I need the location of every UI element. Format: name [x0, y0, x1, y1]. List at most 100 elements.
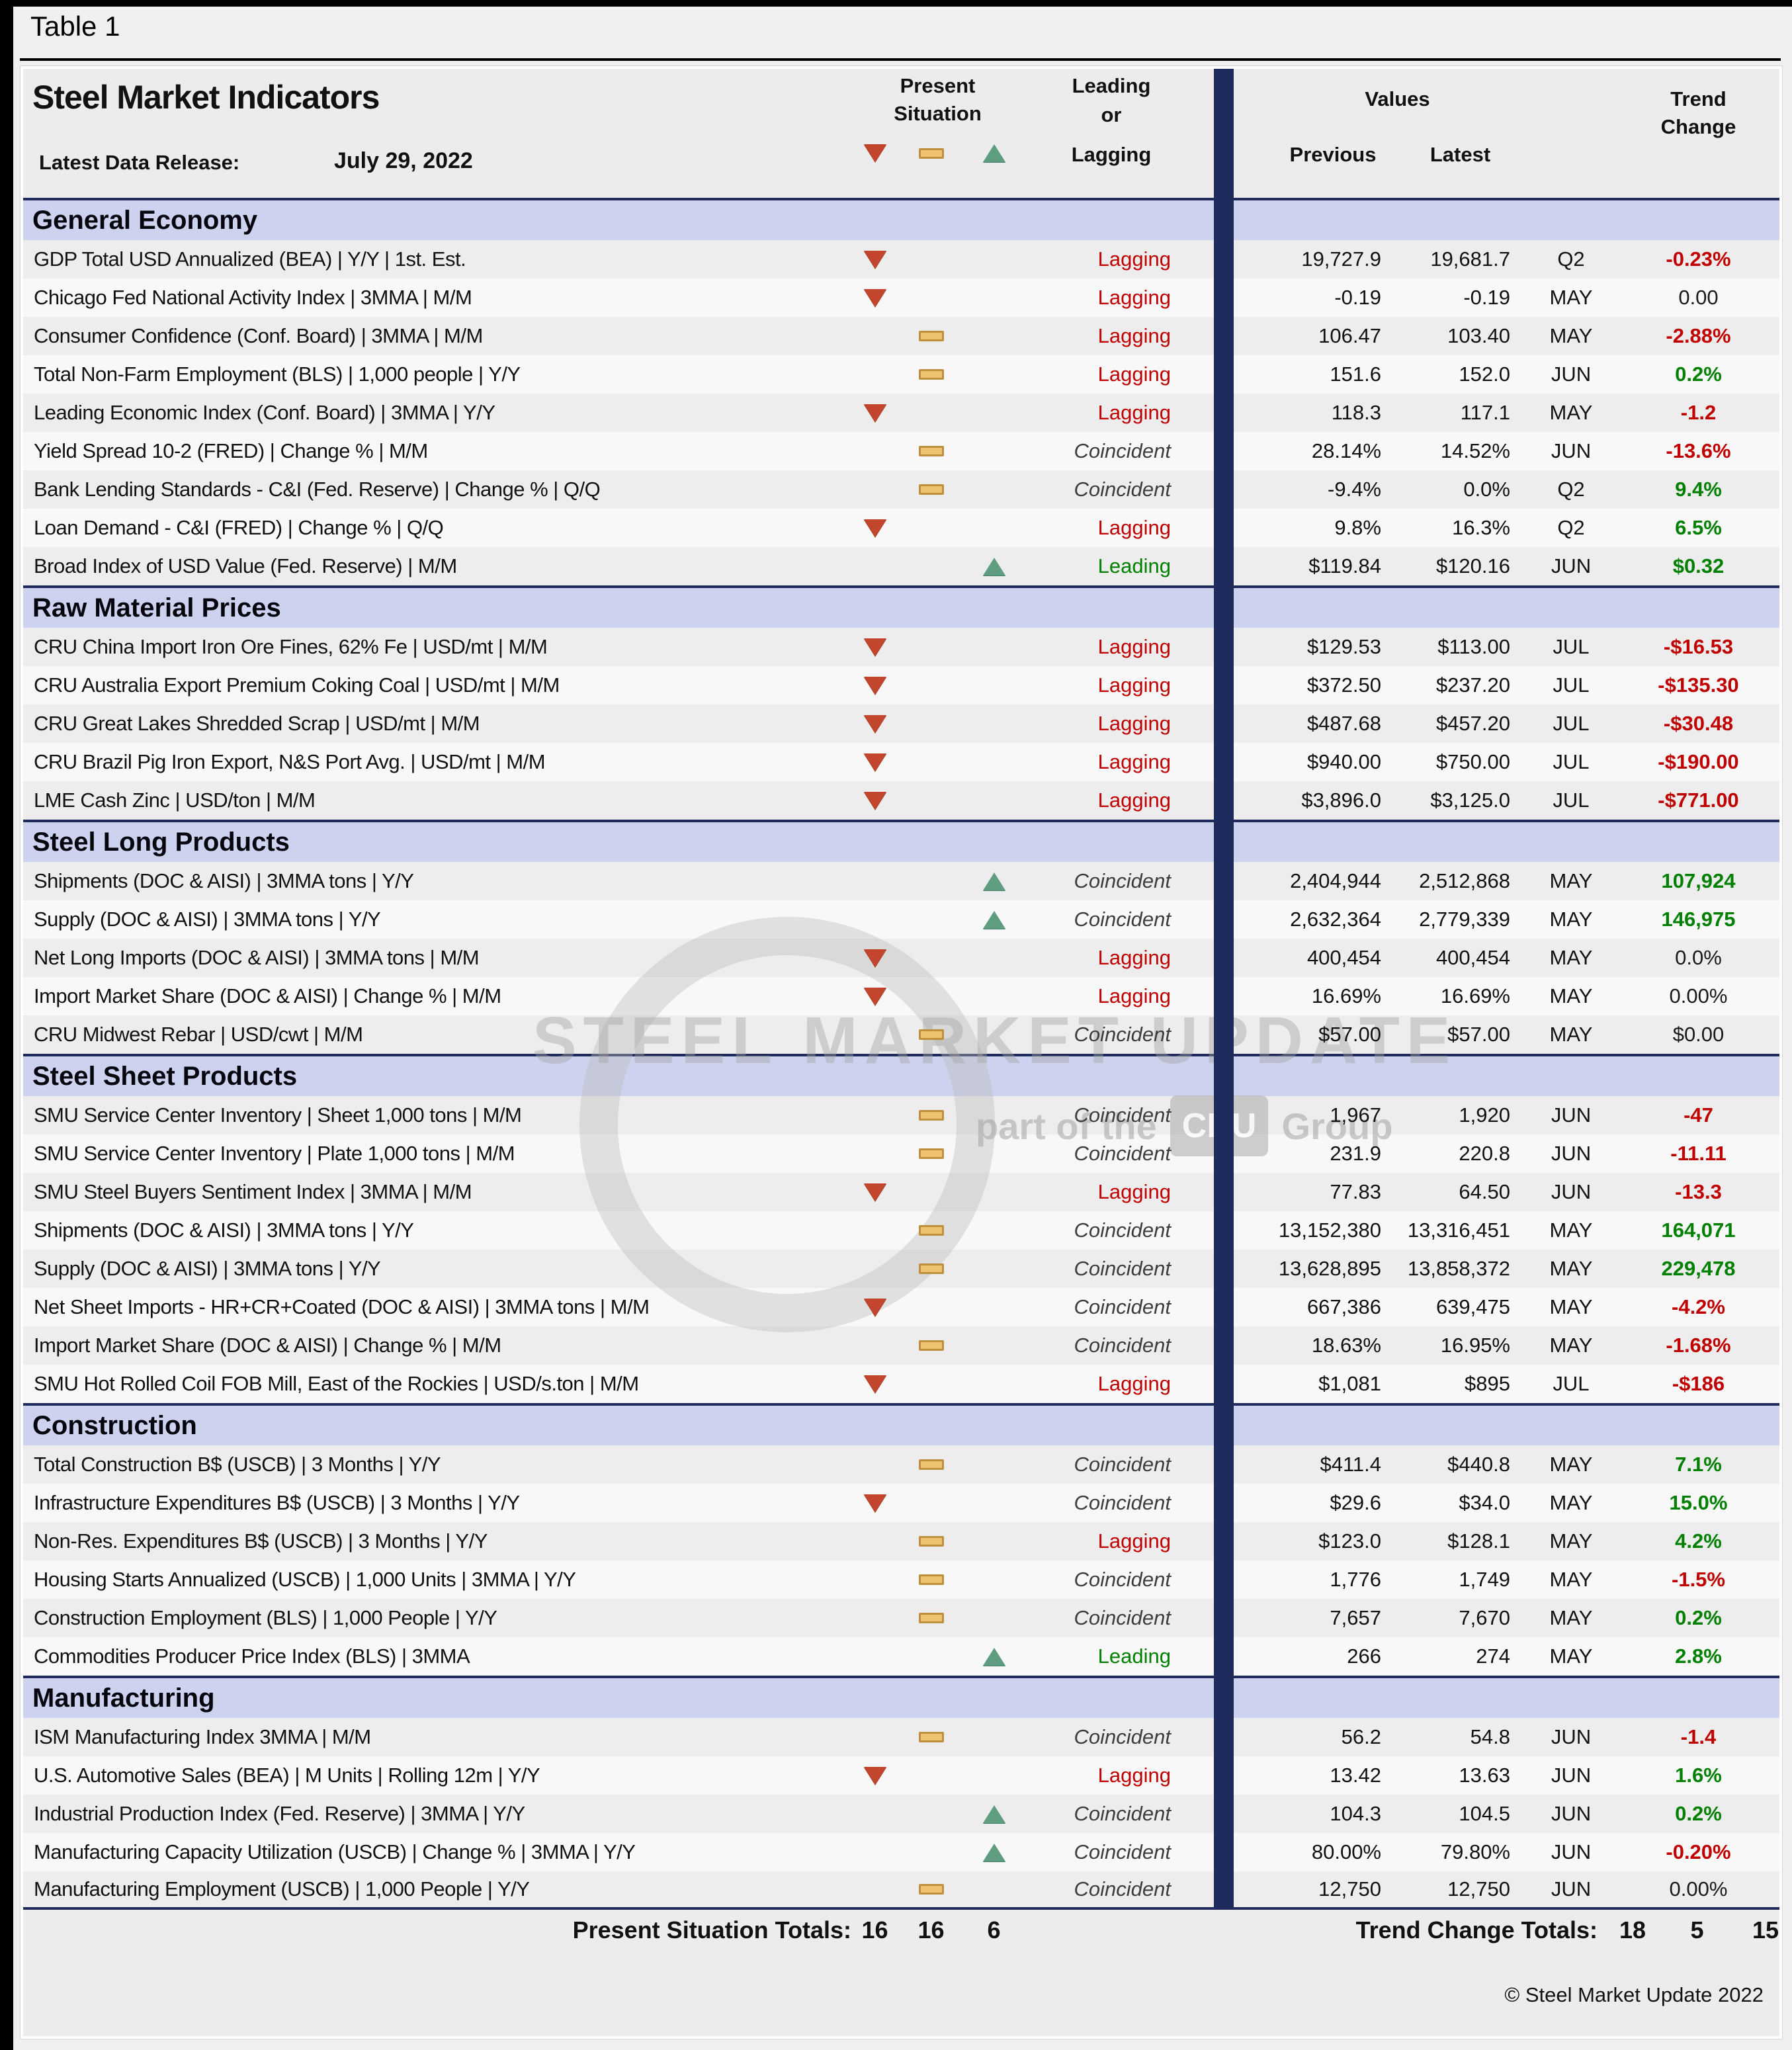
- latest-value: $3,125.0: [1430, 789, 1510, 812]
- period-value: MAY: [1549, 984, 1593, 1007]
- separator-gap: [1197, 470, 1270, 509]
- present-situation-cell-dash: [900, 1326, 962, 1365]
- latest-value: $457.20: [1435, 712, 1510, 735]
- dash-icon: [918, 369, 944, 380]
- present-situation-cell-up: [962, 509, 1025, 547]
- col-header-lagging: Lagging: [1071, 143, 1152, 166]
- present-situation-cell-down: [850, 1096, 900, 1134]
- previous-value: $29.6: [1330, 1491, 1381, 1514]
- indicator-label: Supply (DOC & AISI) | 3MMA tons | Y/Y: [34, 908, 381, 931]
- period-value: MAY: [1549, 1606, 1593, 1629]
- indicator-row: Supply (DOC & AISI) | 3MMA tons | Y/Y Coi…: [23, 900, 1779, 939]
- totals-row: Present Situation Totals: 16 16 6 Trend …: [23, 1910, 1779, 1959]
- indicator-row: Loan Demand - C&I (FRED) | Change % | Q/…: [23, 509, 1779, 547]
- up-triangle-icon: [982, 872, 1005, 890]
- indicator-row: SMU Service Center Inventory | Plate 1,0…: [23, 1134, 1779, 1173]
- present-situation-cell-down: [850, 705, 900, 743]
- present-situation-cell-up: [962, 1288, 1025, 1326]
- indicator-row: Import Market Share (DOC & AISI) | Chang…: [23, 1326, 1779, 1365]
- previous-value: $57.00: [1318, 1023, 1381, 1046]
- present-situation-cell-dash: [900, 509, 962, 547]
- separator-gap: [1197, 862, 1270, 900]
- latest-value: 7,670: [1459, 1606, 1510, 1629]
- present-situation-cell-dash: [900, 1560, 962, 1599]
- classification-text: Lagging: [1097, 1764, 1171, 1787]
- classification-text: Lagging: [1097, 401, 1171, 424]
- table-header: Steel Market Indicators Latest Data Rele…: [23, 69, 1779, 198]
- present-situation-cell-down: [850, 900, 900, 939]
- down-triangle-icon: [863, 288, 886, 307]
- classification-text: Lagging: [1097, 750, 1171, 773]
- present-situation-cell-dash: [900, 317, 962, 355]
- present-situation-cell-up: [962, 743, 1025, 781]
- indicator-label: Industrial Production Index (Fed. Reserv…: [34, 1802, 525, 1825]
- indicator-label: Broad Index of USD Value (Fed. Reserve) …: [34, 554, 457, 577]
- down-triangle-icon: [863, 676, 886, 695]
- present-situation-cell-down: [850, 317, 900, 355]
- period-value: MAY: [1549, 324, 1593, 347]
- present-situation-cell-up: [962, 1173, 1025, 1211]
- present-situation-cell-down: [850, 1015, 900, 1054]
- indicator-label: Manufacturing Capacity Utilization (USCB…: [34, 1840, 636, 1863]
- classification-text: Lagging: [1097, 1529, 1171, 1553]
- previous-value: 104.3: [1330, 1802, 1381, 1825]
- trend-change-value: 164,071: [1661, 1218, 1736, 1242]
- dash-icon: [918, 1536, 944, 1547]
- period-value: JUL: [1553, 1372, 1590, 1395]
- trend-change-value: 0.00%: [1669, 1877, 1728, 1901]
- period-value: JUL: [1553, 750, 1590, 773]
- present-situation-cell-down: [850, 1833, 900, 1871]
- previous-value: $123.0: [1318, 1529, 1381, 1553]
- period-value: MAY: [1549, 1295, 1593, 1318]
- present-situation-cell-dash: [900, 278, 962, 317]
- indicator-row: Supply (DOC & AISI) | 3MMA tons | Y/Y Coi…: [23, 1250, 1779, 1288]
- trend-change-value: -1.68%: [1666, 1334, 1731, 1357]
- present-situation-cell-up: [962, 862, 1025, 900]
- previous-value: 2,632,364: [1290, 908, 1381, 931]
- previous-value: $119.84: [1308, 554, 1381, 577]
- present-situation-cell-up: [962, 1599, 1025, 1637]
- indicator-row: Net Sheet Imports - HR+CR+Coated (DOC & …: [23, 1288, 1779, 1326]
- latest-value: $237.20: [1435, 673, 1510, 697]
- separator-gap: [1197, 1015, 1270, 1054]
- down-triangle-icon: [863, 753, 886, 771]
- col-header-leading: Leading: [1072, 74, 1151, 97]
- present-situation-cell-down: [850, 1445, 900, 1484]
- separator-gap: [1197, 1365, 1270, 1403]
- present-situation-cell-down: [850, 1560, 900, 1599]
- down-triangle-icon: [863, 250, 886, 269]
- present-situation-cell-dash: [900, 1522, 962, 1560]
- separator-gap: [1197, 1096, 1270, 1134]
- period-value: Q2: [1557, 478, 1585, 501]
- period-value: MAY: [1549, 1529, 1593, 1553]
- indicator-label: Total Construction B$ (USCB) | 3 Months …: [34, 1453, 441, 1476]
- present-situation-cell-up: [962, 977, 1025, 1015]
- present-situation-cell-dash: [900, 1718, 962, 1756]
- present-situation-cell-up: [962, 1211, 1025, 1250]
- trend-total-up: 15: [1752, 1916, 1779, 1943]
- latest-value: 13.63: [1459, 1764, 1510, 1787]
- release-date-label: Latest Data Release:: [39, 151, 240, 174]
- previous-value: 13,628,895: [1278, 1257, 1381, 1280]
- dash-icon: [918, 1574, 944, 1585]
- period-value: JUN: [1551, 1764, 1592, 1787]
- indicator-label: Supply (DOC & AISI) | 3MMA tons | Y/Y: [34, 1257, 381, 1280]
- classification-text: Coincident: [1074, 869, 1171, 892]
- present-situation-cell-down: [850, 1522, 900, 1560]
- indicator-row: GDP Total USD Annualized (BEA) | Y/Y | 1…: [23, 240, 1779, 278]
- present-situation-cell-dash: [900, 1484, 962, 1522]
- indicator-row: Manufacturing Capacity Utilization (USCB…: [23, 1833, 1779, 1871]
- indicator-row: SMU Hot Rolled Coil FOB Mill, East of th…: [23, 1365, 1779, 1403]
- trend-change-value: 0.2%: [1675, 1802, 1722, 1825]
- trend-change-value: -13.3: [1675, 1180, 1722, 1203]
- period-value: JUL: [1553, 789, 1590, 812]
- period-value: JUN: [1551, 439, 1592, 462]
- col-header-or: or: [1101, 103, 1122, 126]
- indicator-label: Construction Employment (BLS) | 1,000 Pe…: [34, 1606, 497, 1629]
- indicator-label: Loan Demand - C&I (FRED) | Change % | Q/…: [34, 516, 444, 539]
- previous-value: 9.8%: [1334, 516, 1381, 539]
- present-situation-cell-dash: [900, 939, 962, 977]
- present-situation-cell-down: [850, 278, 900, 317]
- present-situation-cell-dash: [900, 470, 962, 509]
- previous-value: 2,404,944: [1290, 869, 1381, 892]
